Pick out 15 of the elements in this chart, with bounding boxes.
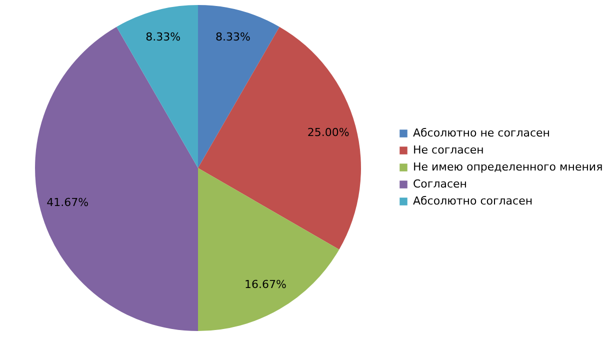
legend-label: Не имею определенного мнения (413, 160, 603, 174)
data-label: 8.33% (215, 30, 250, 44)
legend-label: Согласен (413, 178, 467, 190)
data-label: 8.33% (146, 30, 181, 44)
pie-slice (116, 5, 198, 168)
data-label: 25.00% (307, 126, 350, 140)
pie-slice (198, 26, 361, 250)
legend-label: Абсолютно не согласен (413, 126, 550, 140)
pie-slice (35, 26, 198, 331)
pie-slice (198, 168, 340, 331)
data-label: 41.67% (46, 196, 89, 209)
pie-slice (198, 5, 280, 168)
legend-label: Абсолютно согласен (413, 194, 533, 208)
legend-label: Не согласен (413, 144, 484, 156)
data-label: 16.67% (244, 278, 286, 291)
